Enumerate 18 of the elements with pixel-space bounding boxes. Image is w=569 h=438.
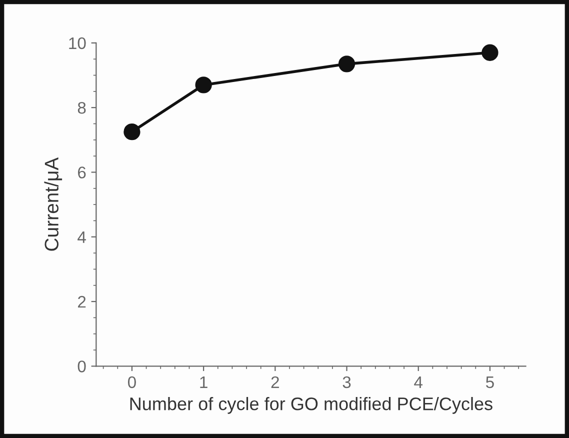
x-tick-label: 2 (271, 376, 279, 388)
y-tick-label: 4 (78, 231, 86, 243)
y-tick-label: 2 (78, 296, 86, 308)
point (195, 76, 212, 94)
y-tick-label: 0 (78, 360, 86, 372)
x-tick-label: 4 (414, 376, 423, 388)
x-tick-label: 5 (486, 376, 494, 388)
y-tick-label: 6 (78, 166, 86, 178)
y-tick-label: 8 (78, 102, 86, 114)
point (124, 123, 140, 140)
x-tick-label: 0 (128, 376, 136, 388)
point (338, 56, 356, 72)
x-tick-label: 1 (200, 376, 208, 388)
x-tick-label: 3 (342, 376, 351, 388)
point (482, 44, 498, 61)
y-axis-title: Current/μA (44, 157, 62, 251)
y-tick-label: 10 (69, 37, 86, 50)
x-axis-title: Number of cycle for GO modified PCE/Cycles (130, 396, 492, 414)
